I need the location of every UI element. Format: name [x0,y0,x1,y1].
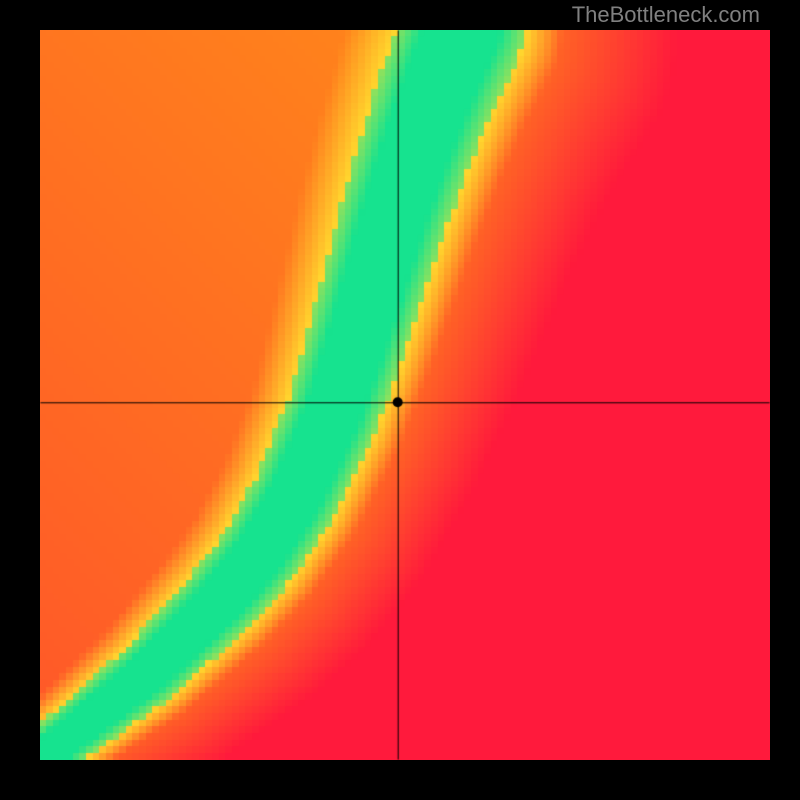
heatmap-plot [40,30,770,760]
watermark-text: TheBottleneck.com [572,2,760,28]
chart-container: TheBottleneck.com [0,0,800,800]
